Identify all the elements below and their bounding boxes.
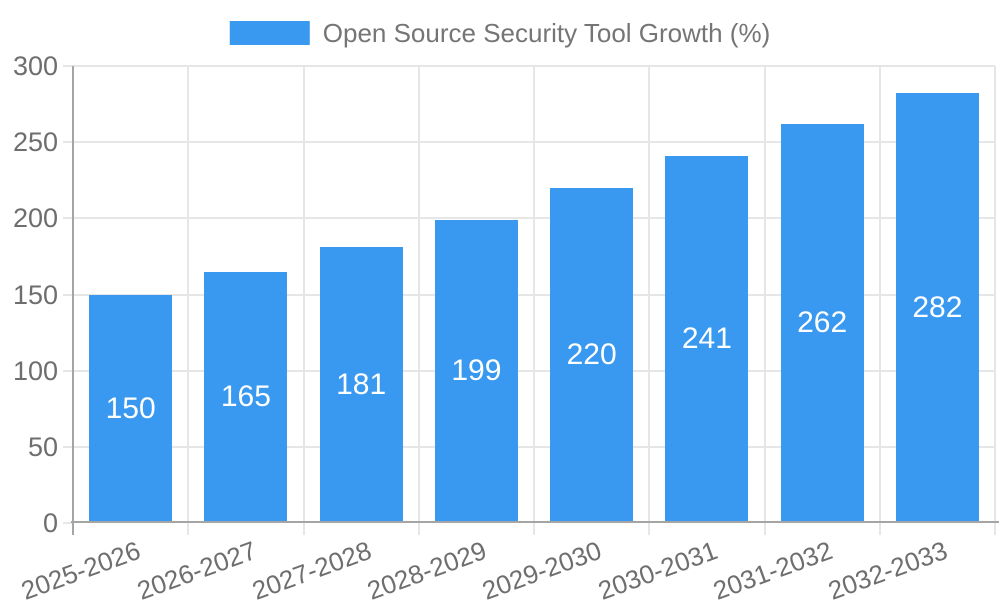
x-gridline [187,66,190,535]
y-tick-label: 150 [12,279,58,310]
bar-value-label: 150 [105,391,156,425]
y-gridline [63,445,995,448]
y-tick-label: 200 [12,203,58,234]
y-gridline [63,293,995,296]
chart-legend: Open Source Security Tool Growth (%) [229,18,771,48]
y-axis-line [72,66,74,535]
x-gridline [878,66,881,535]
x-gridline [994,66,996,535]
x-gridline [302,66,305,535]
bar[interactable]: 150 [89,294,173,523]
bar[interactable]: 262 [780,123,864,523]
bar-value-label: 165 [220,380,271,414]
bar[interactable]: 241 [665,155,749,523]
x-tick-label: 2025-2026 [17,535,145,606]
x-gridline [763,66,766,535]
bar-value-label: 282 [912,291,963,325]
x-tick-label: 2027-2028 [247,535,376,606]
y-tick-label: 250 [12,127,58,158]
y-gridline [63,141,995,144]
legend-label: Open Source Security Tool Growth (%) [322,18,771,48]
y-tick-label: 0 [42,508,58,538]
y-tick-label: 300 [12,51,58,81]
bar-value-label: 241 [681,322,732,356]
bar-value-label: 220 [566,338,617,372]
x-axis-line [71,521,999,523]
x-gridline [417,66,420,535]
bar[interactable]: 220 [550,187,634,523]
bar-value-label: 181 [336,368,387,402]
bar[interactable]: 282 [895,93,979,523]
y-gridline [63,217,995,220]
x-tick-label: 2030-2031 [593,535,721,606]
x-tick-label: 2031-2032 [708,535,837,606]
bar[interactable]: 181 [319,247,403,523]
y-tick-mark [63,522,73,524]
y-tick-label: 50 [27,431,58,462]
bar-value-label: 262 [797,306,848,340]
x-tick-label: 2032-2033 [824,535,952,606]
x-tick-label: 2028-2029 [363,535,491,606]
bar[interactable]: 165 [204,271,288,523]
bar[interactable]: 199 [434,219,518,523]
bar-value-label: 199 [451,354,502,388]
x-gridline [533,66,535,535]
y-gridline [63,65,995,67]
legend-color-swatch [229,21,310,45]
y-tick-label: 100 [12,355,58,386]
legend-item[interactable]: Open Source Security Tool Growth (%) [229,18,771,48]
plot-area: 150 165 181 199 220 241 262 282 0 50 100 150 200 250 3… [13,51,999,606]
x-tick-label: 2026-2027 [132,535,260,606]
y-gridline [63,369,995,372]
x-tick-label: 2029-2030 [478,535,606,606]
x-gridline [648,66,651,535]
